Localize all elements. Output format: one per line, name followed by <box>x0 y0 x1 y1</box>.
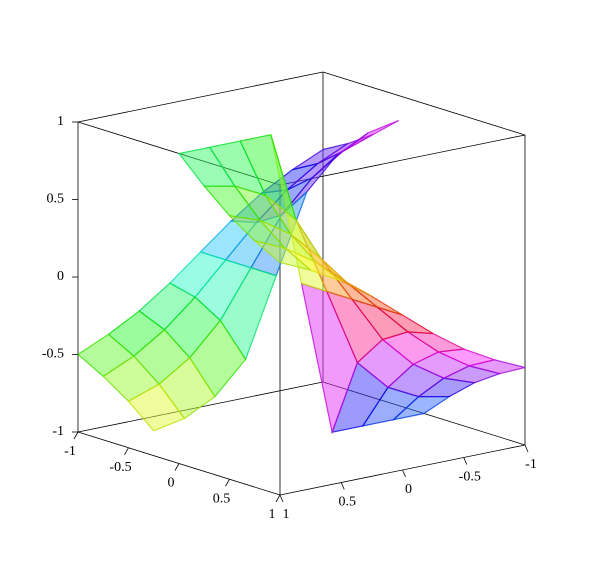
box-edge <box>322 71 526 136</box>
y-tick <box>524 444 529 453</box>
y-tick <box>340 482 345 490</box>
x-tick-label: 1 <box>269 507 276 522</box>
x-tick-label: -1 <box>64 444 76 459</box>
z-tick-label: -0.5 <box>42 347 64 362</box>
y-tick-label: 1 <box>283 507 290 522</box>
y-tick <box>279 494 284 503</box>
surface-patch <box>342 119 400 152</box>
x-tick-label: 0 <box>168 476 175 491</box>
y-tick-label: -1 <box>525 457 537 472</box>
z-tick-label: 0 <box>57 269 64 284</box>
z-tick-label: 0.5 <box>47 192 65 207</box>
surface <box>77 119 526 435</box>
x-tick-label: 0.5 <box>213 491 231 506</box>
x-tick <box>275 494 281 503</box>
surface-patch <box>254 240 312 271</box>
y-tick-label: -0.5 <box>459 470 481 485</box>
x-tick <box>225 479 230 487</box>
surface-patch <box>127 383 186 432</box>
x-tick <box>124 447 129 455</box>
y-tick <box>402 469 406 478</box>
axes: -1 -0.5 0 0.5 1 -1 -0.5 0 0.5 1 -1 -0.5 0 0.5 1 <box>42 114 537 522</box>
box-edge <box>77 71 324 123</box>
z-tick-label: 1 <box>57 114 64 129</box>
y-tick-label: 0 <box>405 482 412 497</box>
box-edge <box>279 134 526 186</box>
z-tick-label: -1 <box>52 424 64 439</box>
x-tick <box>174 463 180 471</box>
y-tick <box>463 457 468 465</box>
x-tick <box>73 431 79 440</box>
x-tick-label: -0.5 <box>109 460 131 475</box>
y-tick-label: 0.5 <box>339 495 357 510</box>
